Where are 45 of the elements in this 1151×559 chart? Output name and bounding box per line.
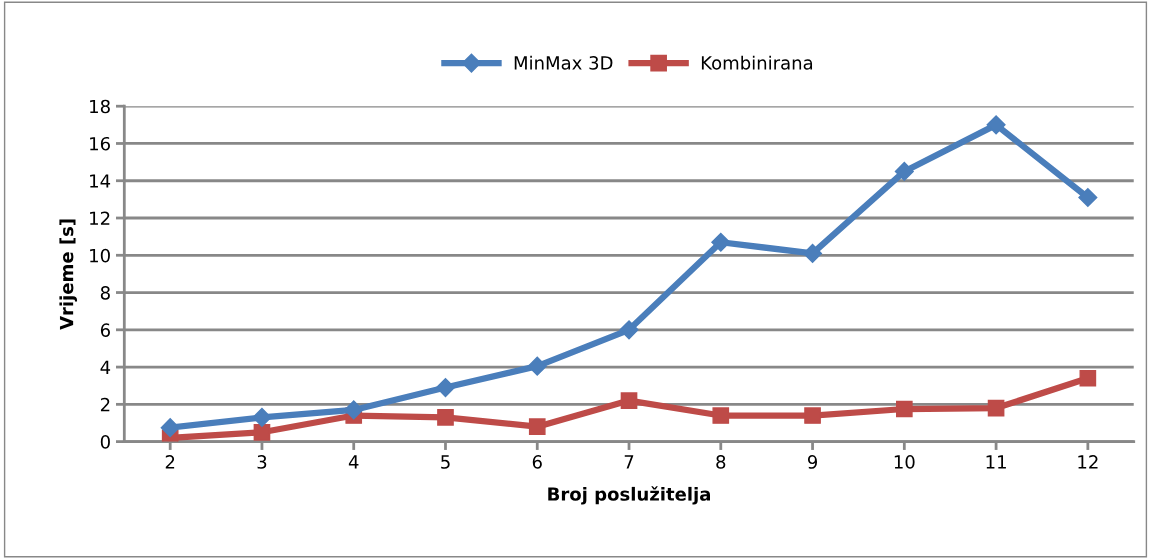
point [527,356,547,376]
y-tick-label: 0 [100,435,110,449]
y-tick-label: 10 [90,248,110,263]
x-tick-label: 6 [532,455,542,469]
point [619,320,639,340]
point [804,407,821,424]
y-tick-label: 12 [90,211,110,225]
y-axis-title: Vrijeme [s] [59,219,78,330]
point [895,400,913,418]
point [344,400,364,420]
x-tick-label: 10 [894,455,915,469]
x-tick-label: 5 [441,455,450,469]
point [1079,369,1097,387]
point [986,115,1006,135]
point [803,243,823,263]
y-tick-label: 16 [90,136,110,151]
point [712,407,730,424]
legend-label: MinMax 3D [514,55,613,70]
y-tick-label: 14 [90,174,111,188]
x-tick-label: 8 [716,455,726,469]
point [437,409,454,426]
x-tick-label: 11 [986,455,1006,469]
x-tick-label: 7 [624,455,634,469]
y-tick-label: 2 [100,397,110,412]
point [620,392,638,409]
legend-label: Kombinirana [701,55,813,70]
point [160,418,180,438]
x-tick-label: 2 [165,455,175,469]
x-axis-title: Broj poslužitelja [548,486,710,505]
point [894,161,914,181]
y-tick-label: 18 [90,99,110,114]
x-tick-label: 9 [807,455,818,469]
x-tick-label: 4 [348,455,359,469]
point [435,378,456,398]
x-tick-label: 12 [1078,455,1098,469]
point [711,232,731,252]
x-tick-label: 3 [257,455,267,469]
point [528,418,546,436]
point [1078,187,1098,208]
y-tick-label: 6 [100,323,110,337]
point [252,407,272,427]
y-tick-label: 4 [100,360,111,374]
point [987,399,1005,417]
point [253,423,271,441]
y-tick-label: 8 [100,286,110,300]
